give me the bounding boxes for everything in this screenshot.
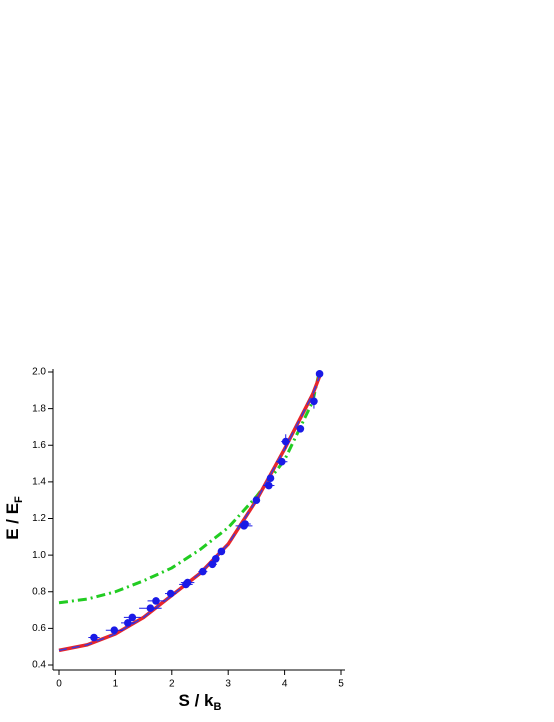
data-point [208,560,217,569]
data-point [124,619,132,627]
x-tick-label: 3 [225,679,231,690]
data-point [152,597,160,605]
data-point [252,496,261,504]
y-tick-label: 1.4 [32,477,46,488]
x-axis-label: S / kB [179,691,222,712]
x-label-sub: B [214,701,222,713]
data-point [166,589,175,598]
x-tick-label: 5 [338,679,344,690]
curve [58,375,320,605]
y-tick-label: 2.0 [32,367,46,378]
y-tick-label: 1.2 [32,513,46,524]
data-point [146,604,155,613]
y-tick-label: 1.8 [32,403,46,414]
data-point [217,547,226,556]
data-point [281,437,290,446]
data-point [315,370,324,378]
y-label-main: E / E [3,503,22,540]
data-point [128,613,137,622]
x-tick-label: 1 [113,679,119,690]
data-point [296,424,305,433]
data-point [211,554,220,563]
data-point [241,520,249,528]
y-tick-label: 0.6 [32,623,46,634]
curve [58,371,323,653]
y-tick-label: 0.8 [32,586,46,597]
data-point [266,474,275,483]
x-tick-label: 4 [282,679,288,690]
data-point [310,397,318,406]
y-label-sub: F [13,496,25,503]
data-point [265,481,273,490]
x-tick-label: 0 [56,679,62,690]
data-point [110,626,119,635]
data-point [199,567,207,576]
y-axis-label: E / EF [3,496,24,540]
x-label-main: S / k [179,691,215,710]
y-tick-label: 0.4 [32,660,46,671]
curve [58,371,322,652]
data-point [183,578,192,587]
x-tick-label: 2 [169,679,175,690]
y-tick-label: 1.0 [32,550,46,561]
data-point [90,633,98,642]
y-tick-label: 1.6 [32,440,46,451]
data-point [277,457,286,466]
